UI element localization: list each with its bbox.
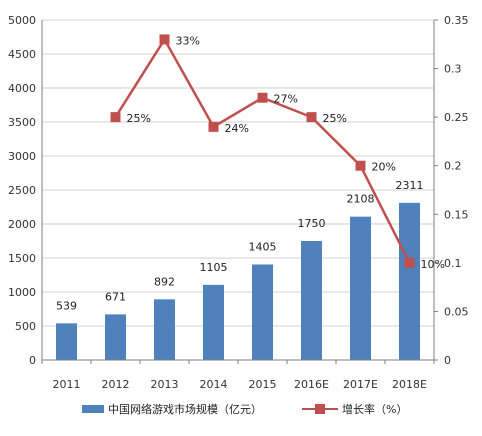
- bar: [203, 284, 224, 360]
- bar: [252, 264, 273, 360]
- y-right-tick-label: 0.1: [444, 257, 462, 270]
- bar-value-label: 2108: [347, 193, 375, 206]
- y-left-tick-label: 500: [15, 320, 36, 333]
- x-tick-label: 2013: [151, 378, 179, 391]
- bar: [154, 299, 175, 360]
- bar: [105, 314, 126, 360]
- bar: [301, 241, 322, 360]
- growth-value-label: 24%: [225, 122, 249, 135]
- y-right-tick-label: 0: [444, 354, 451, 367]
- growth-value-label: 25%: [127, 112, 151, 125]
- x-tick-label: 2016E: [294, 378, 329, 391]
- y-right-tick-label: 0.05: [444, 305, 469, 318]
- x-tick-label: 2017E: [343, 378, 378, 391]
- y-right-tick-label: 0.15: [444, 208, 469, 221]
- y-left-tick-label: 3000: [8, 150, 36, 163]
- legend: 中国网络游戏市场规模（亿元） 增长率（%）: [82, 402, 407, 416]
- y-left-tick-label: 4500: [8, 48, 36, 61]
- x-tick-label: 2018E: [392, 378, 427, 391]
- bar: [399, 202, 420, 360]
- growth-value-label: 25%: [323, 112, 347, 125]
- y-left-tick-label: 1000: [8, 286, 36, 299]
- y-left-tick-label: 2000: [8, 218, 36, 231]
- legend-bar-swatch: [82, 405, 104, 413]
- x-tick-label: 2011: [53, 378, 81, 391]
- y-left-tick-label: 0: [29, 354, 36, 367]
- line-series: 25% 33% 24% 27% 25% 20% 10%: [110, 34, 445, 271]
- bar-value-label: 1405: [249, 240, 277, 253]
- growth-value-label: 27%: [274, 93, 298, 106]
- bar-value-label: 2311: [396, 179, 424, 192]
- y-left-tick-label: 3500: [8, 116, 36, 129]
- y-left-tick-label: 4000: [8, 82, 36, 95]
- growth-marker: [355, 160, 366, 171]
- growth-value-label: 10%: [421, 258, 445, 271]
- x-tick-label: 2015: [249, 378, 277, 391]
- y-right-tick-label: 0.2: [444, 160, 462, 173]
- y-right-tick-label: 0.35: [444, 14, 469, 27]
- growth-marker: [110, 112, 121, 123]
- bar: [350, 216, 371, 360]
- growth-value-label: 20%: [372, 161, 396, 174]
- growth-marker: [159, 34, 170, 45]
- y-right-tick-label: 0.25: [444, 111, 469, 124]
- x-tick-label: 2012: [102, 378, 130, 391]
- legend-line-marker: [315, 404, 325, 414]
- bar: [56, 323, 77, 360]
- growth-value-label: 33%: [176, 34, 200, 47]
- y-right-tick-label: 0.3: [444, 63, 462, 76]
- growth-marker: [404, 257, 415, 268]
- legend-line-label: 增长率（%）: [342, 402, 407, 416]
- growth-marker: [208, 121, 219, 132]
- legend-bar-label: 中国网络游戏市场规模（亿元）: [108, 402, 262, 416]
- bar-value-label: 539: [56, 299, 77, 312]
- y-left-tick-label: 1500: [8, 252, 36, 265]
- bar-series: 539 671 892 1105 1405 1750 2108 2311: [56, 179, 424, 360]
- x-tick-label: 2014: [200, 378, 228, 391]
- bar-value-label: 671: [105, 290, 126, 303]
- bar-value-label: 1105: [200, 261, 228, 274]
- gridlines: [42, 19, 434, 327]
- bar-value-label: 892: [154, 275, 175, 288]
- bar-value-label: 1750: [298, 217, 326, 230]
- axes: 0 500 1000 1500 2000 2500 3000 3500 4000 4500 5000…: [8, 14, 469, 391]
- growth-marker: [257, 92, 268, 103]
- y-left-tick-label: 5000: [8, 14, 36, 27]
- y-left-tick-label: 2500: [8, 184, 36, 197]
- growth-marker: [306, 112, 317, 123]
